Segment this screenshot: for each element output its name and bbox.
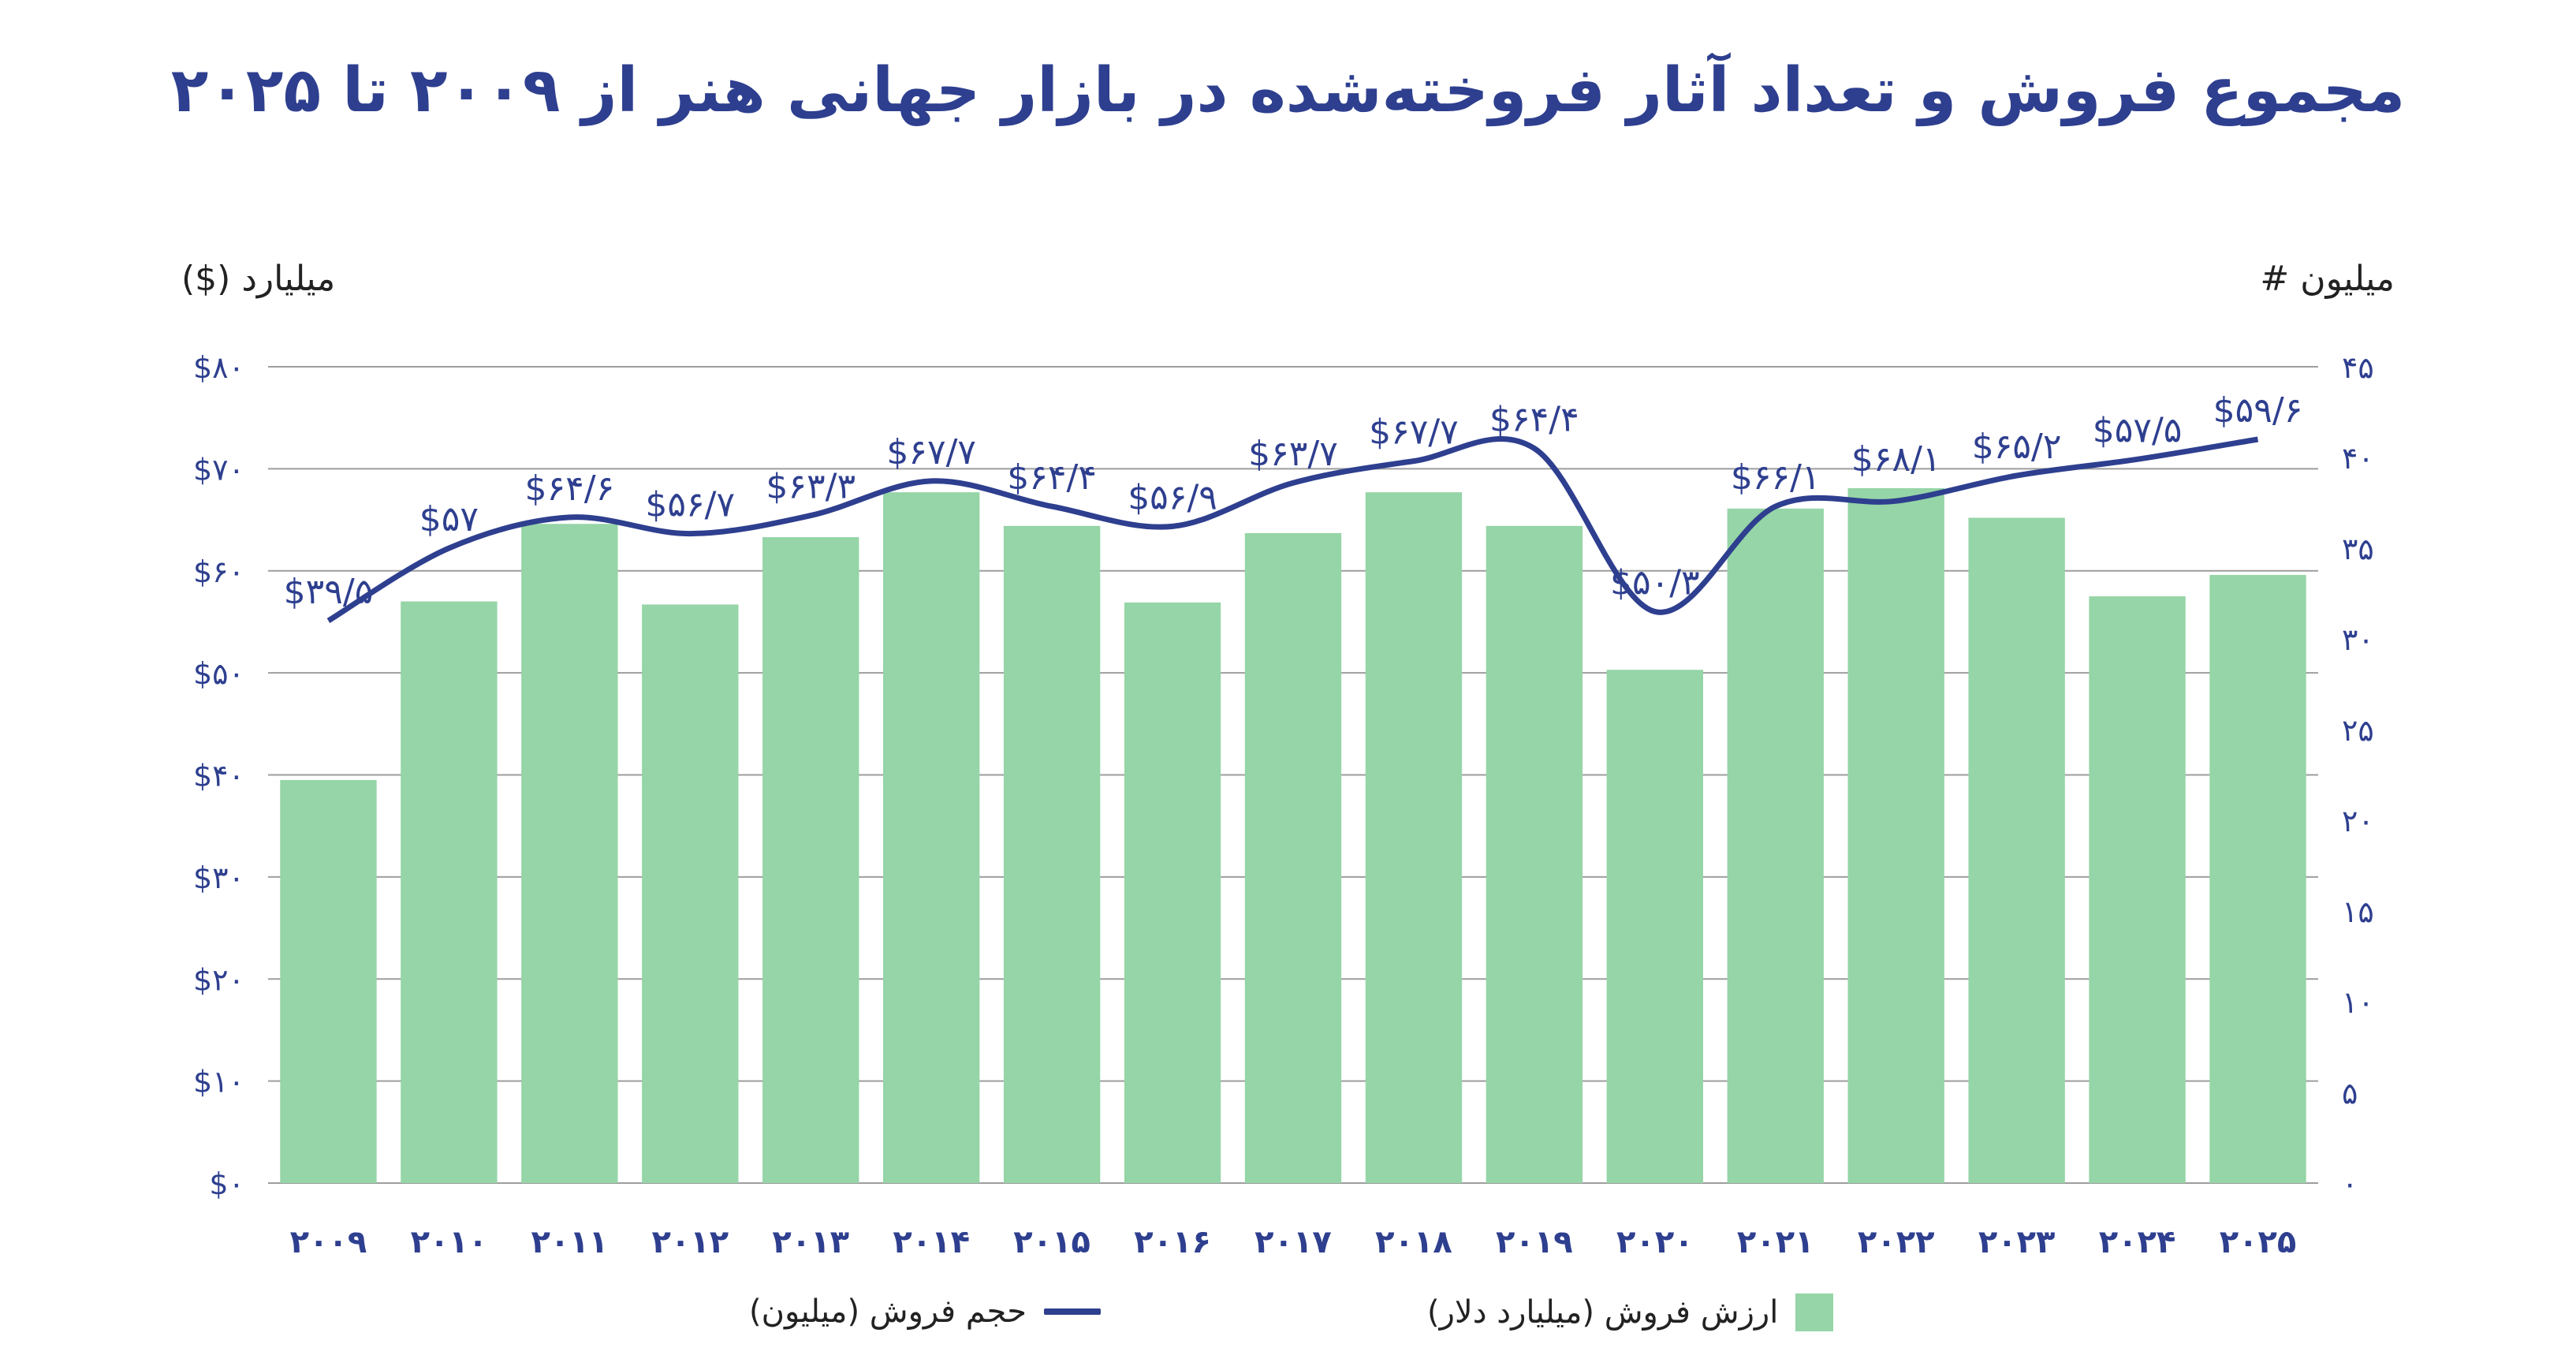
- bar: [1847, 487, 1944, 1183]
- bar: [1968, 517, 2065, 1183]
- bar-data-label: $۵۶/۷: [645, 485, 735, 525]
- bar: [1486, 525, 1583, 1183]
- x-tick-label: ۲۰۱۴: [893, 1224, 970, 1260]
- right-tick-label: ۲۵: [2342, 713, 2374, 748]
- bar-data-label: $۶۴/۴: [1489, 400, 1579, 440]
- bar: [1727, 508, 1824, 1183]
- left-tick-label: $۲۰: [193, 962, 244, 997]
- bar: [642, 604, 739, 1183]
- chart-title: مجموع فروش و تعداد آثار فروخته‌شده در با…: [170, 55, 2406, 126]
- bar-data-label: $۵۰/۳: [1610, 563, 1700, 603]
- x-tick-label: ۲۰۰۹: [290, 1224, 367, 1260]
- bar: [2089, 596, 2186, 1183]
- left-tick-label: $۵۰: [193, 656, 244, 691]
- bar-data-label: $۶۵/۲: [1972, 427, 2062, 467]
- right-tick-label: ۱۵: [2342, 894, 2374, 929]
- x-tick-label: ۲۰۲۴: [2099, 1224, 2176, 1260]
- left-tick-label: $۳۰: [193, 860, 244, 895]
- bar: [1124, 602, 1221, 1183]
- bar: [883, 492, 980, 1183]
- x-tick-label: ۲۰۱۸: [1375, 1224, 1452, 1260]
- bar-data-label: $۶۷/۷: [1369, 412, 1459, 453]
- right-tick-label: ۴۰: [2342, 441, 2374, 476]
- bar: [1606, 670, 1703, 1183]
- right-tick-label: ۳۵: [2342, 532, 2374, 566]
- x-tick-label: ۲۰۲۱: [1737, 1224, 1814, 1260]
- bar-data-label: $۶۴/۶: [524, 468, 614, 509]
- bar-data-label: $۶۸/۱: [1851, 439, 1941, 480]
- x-tick-label: ۲۰۲۲: [1858, 1224, 1935, 1260]
- left-tick-label: $۶۰: [193, 554, 244, 589]
- legend-label-sales-value: ارزش فروش (میلیارد دلار): [1427, 1294, 1779, 1331]
- left-tick-label: $۱۰: [193, 1065, 244, 1099]
- x-tick-label: ۲۰۱۱: [531, 1224, 609, 1260]
- x-tick-label: ۲۰۱۰: [411, 1224, 488, 1260]
- bar: [1244, 532, 1342, 1183]
- legend-label-sales-volume: حجم فروش (میلیون): [749, 1293, 1027, 1330]
- right-tick-label: ۰: [2342, 1167, 2358, 1201]
- right-tick-label: ۱۰: [2342, 985, 2374, 1020]
- legend-item-sales-volume: حجم فروش (میلیون): [749, 1293, 1101, 1330]
- left-tick-label: $۷۰: [193, 452, 244, 487]
- right-tick-label: ۴۵: [2342, 350, 2374, 385]
- x-tick-label: ۲۰۱۵: [1013, 1224, 1090, 1260]
- bar-data-label: $۵۶/۹: [1128, 477, 1217, 517]
- left-tick-label: $۴۰: [193, 759, 244, 793]
- x-tick-label: ۲۰۲۳: [1978, 1224, 2056, 1260]
- series-line-volume: [326, 436, 2259, 623]
- bar-data-label: $۶۳/۳: [766, 467, 856, 507]
- legend-swatch-line: [1044, 1308, 1101, 1315]
- right-tick-label: ۳۰: [2342, 622, 2374, 657]
- x-tick-label: ۲۰۱۹: [1496, 1224, 1573, 1260]
- bar: [762, 537, 859, 1183]
- bar-data-label: $۶۶/۱: [1731, 457, 1821, 498]
- bar-data-label: $۳۹/۵: [284, 572, 374, 612]
- bar: [401, 601, 498, 1183]
- left-tick-label: $۸۰: [193, 350, 244, 385]
- bar-data-label: $۵۷/۵: [2093, 410, 2183, 450]
- bar: [2209, 574, 2306, 1183]
- left-tick-label: $۰: [209, 1167, 244, 1201]
- right-axis-unit: میلیون #: [2260, 259, 2395, 299]
- bar-data-label: $۶۴/۴: [1007, 457, 1097, 498]
- left-axis-unit: میلیارد ($): [181, 259, 336, 299]
- x-tick-label: ۲۰۱۷: [1254, 1224, 1332, 1260]
- x-tick-label: ۲۰۲۰: [1616, 1224, 1694, 1260]
- x-tick-label: ۲۰۱۳: [772, 1224, 849, 1260]
- x-tick-label: ۲۰۲۵: [2220, 1224, 2297, 1260]
- bar: [280, 779, 377, 1183]
- bar-data-label: $۶۳/۷: [1248, 434, 1338, 474]
- right-tick-label: ۲۰: [2342, 804, 2374, 838]
- right-tick-label: ۵: [2342, 1076, 2358, 1111]
- x-tick-label: ۲۰۱۶: [1134, 1224, 1211, 1260]
- bar: [1003, 525, 1101, 1183]
- bar: [521, 524, 618, 1183]
- legend-swatch-bar: [1795, 1293, 1834, 1331]
- bar-data-label: $۵۷: [419, 499, 479, 539]
- legend-item-sales-value: ارزش فروش (میلیارد دلار): [1427, 1293, 1834, 1331]
- x-tick-label: ۲۰۱۲: [651, 1224, 729, 1260]
- bar: [1365, 492, 1463, 1183]
- bar-data-label: $۶۷/۷: [886, 432, 976, 472]
- bar-data-label: $۵۹/۶: [2213, 390, 2303, 431]
